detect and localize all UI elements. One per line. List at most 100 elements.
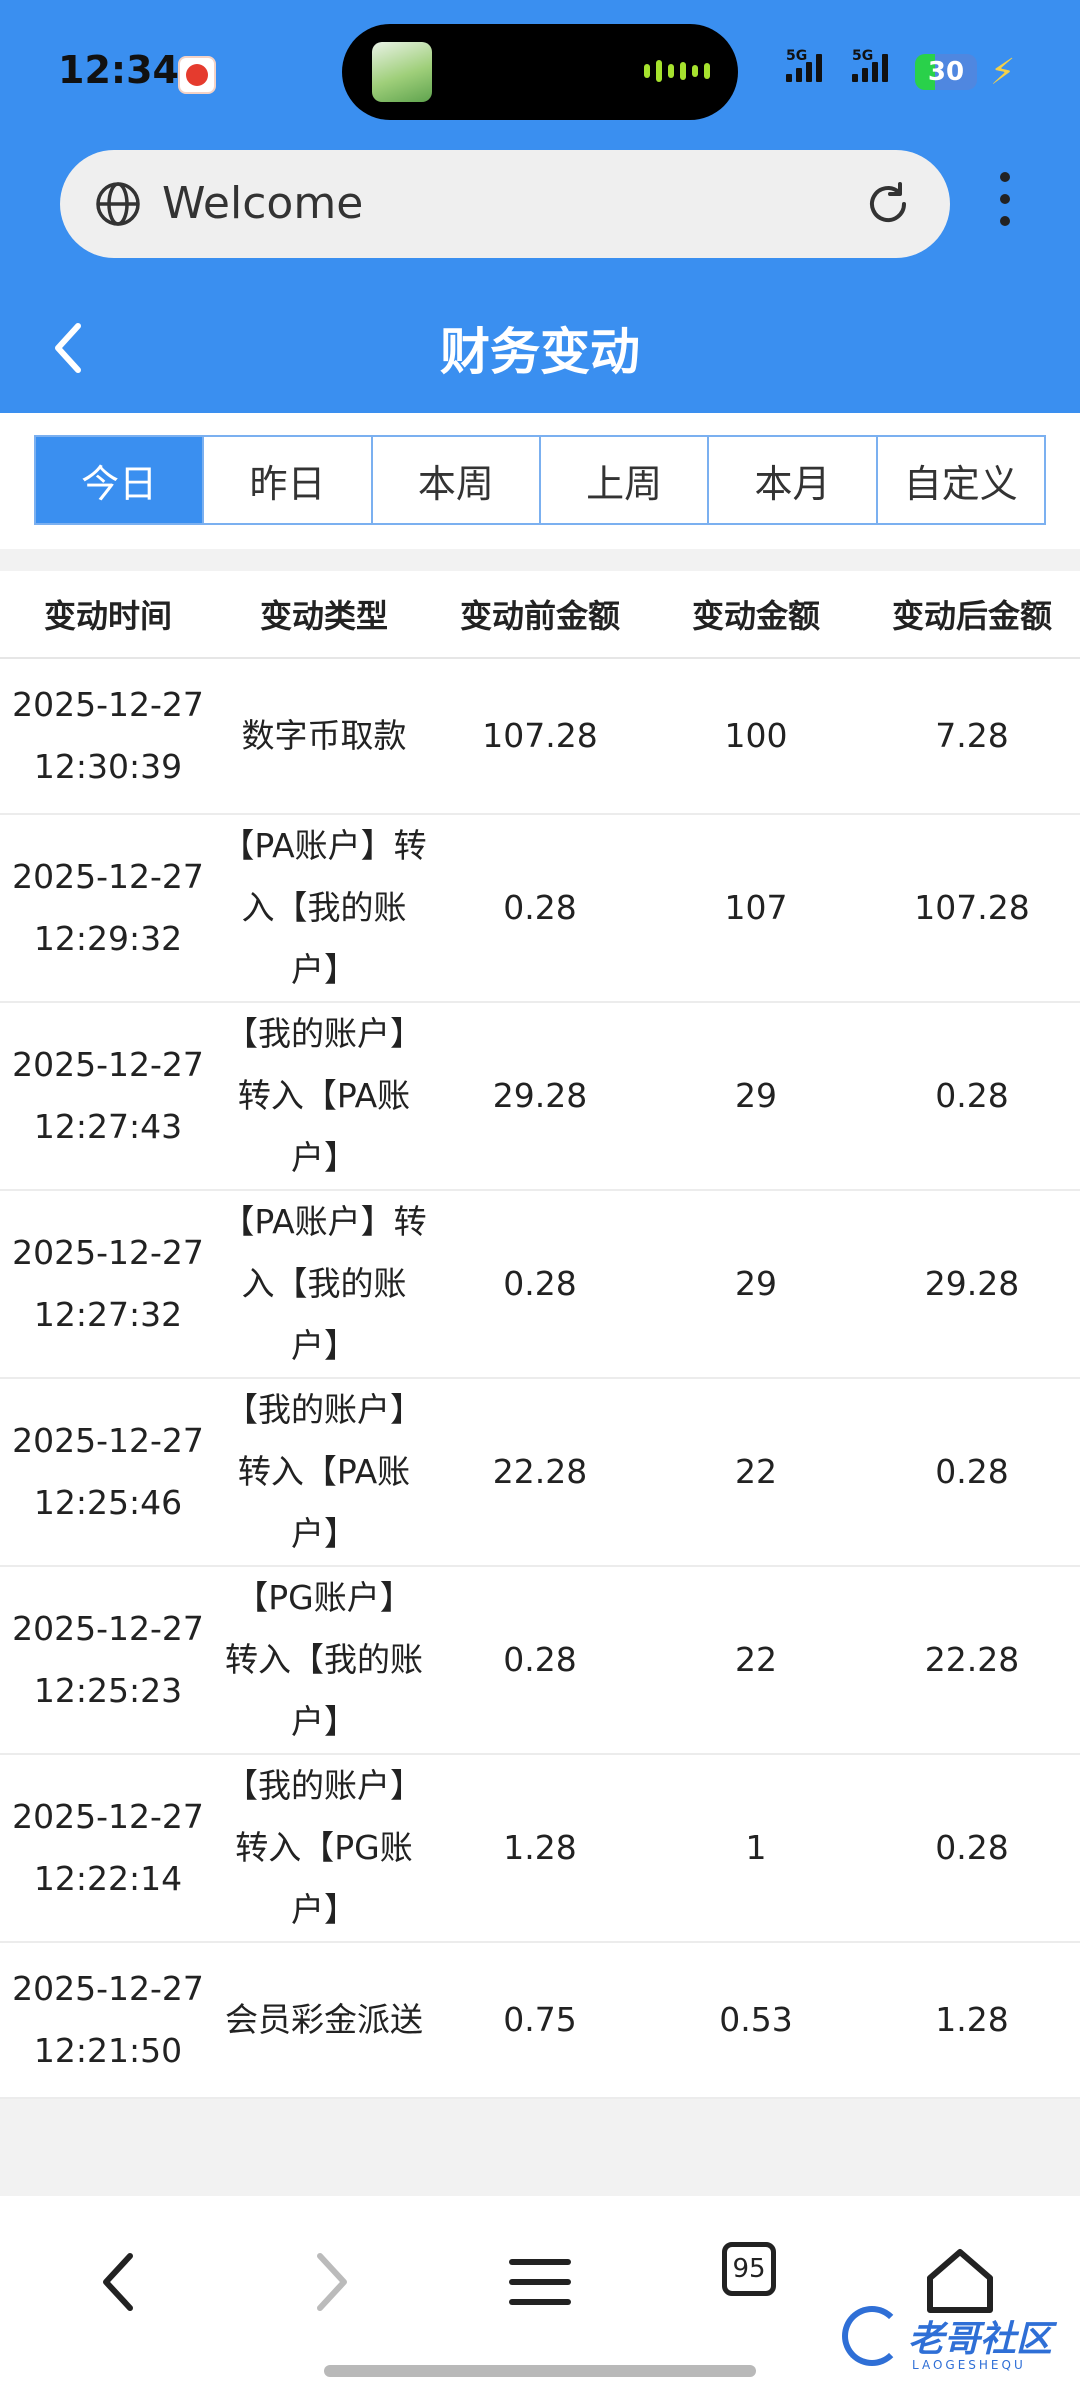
- signal-1-label: 5G: [786, 48, 808, 64]
- cell-date: 2025-12-27: [12, 1797, 204, 1836]
- cell-change-amount: 1: [648, 1754, 864, 1943]
- cell-clock-time: 12:22:14: [33, 1859, 183, 1898]
- nav-forward-icon[interactable]: [290, 2242, 370, 2322]
- cell-time: 2025-12-27 12:27:43: [0, 1002, 216, 1191]
- table-row: 2025-12-27 12:30:39 数字币取款 107.28 100 7.28: [0, 658, 1080, 815]
- cell-after-amount: 1.28: [864, 1942, 1080, 2099]
- column-header-before: 变动前金额: [432, 571, 648, 659]
- table-row: 2025-12-27 12:27:32 【PA账户】转入【我的账户】 0.28 29 29…: [0, 1190, 1080, 1379]
- cell-after-amount: 0.28: [864, 1002, 1080, 1191]
- cell-type: 【PA账户】转入【我的账户】: [216, 1190, 432, 1379]
- cell-time: 2025-12-27 12:29:32: [0, 814, 216, 1003]
- tab-switcher-button[interactable]: 95: [722, 2242, 776, 2296]
- cell-type: 【我的账户】转入【PA账户】: [216, 1002, 432, 1191]
- cell-clock-time: 12:25:23: [33, 1671, 183, 1710]
- cell-clock-time: 12:30:39: [33, 747, 183, 786]
- charging-bolt-icon: ⚡: [990, 52, 1016, 93]
- cell-change-amount: 107: [648, 814, 864, 1003]
- watermark-logo: 老哥社区 LAOGESHEQU: [842, 2300, 1068, 2372]
- cell-time: 2025-12-27 12:25:23: [0, 1566, 216, 1755]
- table-row: 2025-12-27 12:25:46 【我的账户】转入【PA账户】 22.28 22 0…: [0, 1378, 1080, 1567]
- cell-after-amount: 0.28: [864, 1754, 1080, 1943]
- cell-time: 2025-12-27 12:27:32: [0, 1190, 216, 1379]
- cell-type: 【PA账户】转入【我的账户】: [216, 814, 432, 1003]
- globe-icon: [96, 182, 140, 226]
- cell-after-amount: 107.28: [864, 814, 1080, 1003]
- cell-date: 2025-12-27: [12, 1969, 204, 2008]
- tab-yesterday[interactable]: 昨日: [204, 437, 373, 523]
- nav-back-icon[interactable]: [80, 2242, 160, 2322]
- cell-before-amount: 0.28: [432, 1190, 648, 1379]
- watermark-text: 老哥社区: [908, 2319, 1053, 2360]
- status-bar: 12:34 5G 5G 30 ⚡: [0, 0, 1080, 140]
- table-row: 2025-12-27 12:22:14 【我的账户】转入【PG账户】 1.28 1 0.2…: [0, 1754, 1080, 1943]
- column-header-type: 变动类型: [216, 571, 432, 659]
- reload-icon[interactable]: [864, 180, 912, 228]
- more-menu-icon[interactable]: [990, 172, 1020, 236]
- cell-clock-time: 12:25:46: [33, 1483, 183, 1522]
- cell-before-amount: 0.28: [432, 814, 648, 1003]
- cell-type: 【我的账户】转入【PG账户】: [216, 1754, 432, 1943]
- signal-icon-2: 5G: [852, 48, 888, 82]
- address-bar[interactable]: Welcome: [60, 150, 950, 258]
- cell-clock-time: 12:29:32: [33, 919, 183, 958]
- column-header-amount: 变动金额: [648, 571, 864, 659]
- cell-change-amount: 22: [648, 1378, 864, 1567]
- transactions-table: 变动时间 变动类型 变动前金额 变动金额 变动后金额 2025-12-27 12:…: [0, 571, 1080, 2099]
- cell-type: 会员彩金派送: [216, 1942, 432, 2099]
- cell-after-amount: 0.28: [864, 1378, 1080, 1567]
- tab-this-week[interactable]: 本周: [372, 437, 541, 523]
- cell-type: 【PG账户】转入【我的账户】: [216, 1566, 432, 1755]
- cell-after-amount: 7.28: [864, 658, 1080, 815]
- cell-time: 2025-12-27 12:21:50: [0, 1942, 216, 2099]
- table-row: 2025-12-27 12:27:43 【我的账户】转入【PA账户】 29.28 29 0…: [0, 1002, 1080, 1191]
- cell-clock-time: 12:27:32: [33, 1295, 183, 1334]
- cell-change-amount: 0.53: [648, 1942, 864, 2099]
- column-header-after: 变动后金额: [864, 571, 1080, 659]
- battery-level: 30: [927, 57, 965, 87]
- dynamic-island[interactable]: [342, 24, 738, 120]
- cell-before-amount: 107.28: [432, 658, 648, 815]
- cell-clock-time: 12:27:43: [33, 1107, 183, 1146]
- tab-custom[interactable]: 自定义: [877, 437, 1044, 523]
- cell-type: 数字币取款: [216, 658, 432, 815]
- menu-icon[interactable]: [500, 2242, 580, 2322]
- cell-time: 2025-12-27 12:30:39: [0, 658, 216, 815]
- signal-2-label: 5G: [852, 48, 874, 64]
- table-header-row: 变动时间 变动类型 变动前金额 变动金额 变动后金额: [0, 571, 1080, 659]
- cell-before-amount: 0.28: [432, 1566, 648, 1755]
- home-icon[interactable]: [920, 2242, 1000, 2322]
- cell-date: 2025-12-27: [12, 857, 204, 896]
- cell-type: 【我的账户】转入【PA账户】: [216, 1378, 432, 1567]
- cell-before-amount: 22.28: [432, 1378, 648, 1567]
- table-row: 2025-12-27 12:25:23 【PG账户】转入【我的账户】 0.28 22 22…: [0, 1566, 1080, 1755]
- cell-change-amount: 22: [648, 1566, 864, 1755]
- cell-date: 2025-12-27: [12, 1233, 204, 1272]
- tab-today[interactable]: 今日: [36, 437, 205, 523]
- cell-clock-time: 12:21:50: [33, 2031, 183, 2070]
- battery-icon: 30: [915, 54, 977, 90]
- cell-date: 2025-12-27: [12, 1045, 204, 1084]
- cell-time: 2025-12-27 12:22:14: [0, 1754, 216, 1943]
- signal-icon-1: 5G: [786, 48, 822, 82]
- cell-date: 2025-12-27: [12, 1421, 204, 1460]
- tab-this-month[interactable]: 本月: [709, 437, 878, 523]
- cell-change-amount: 29: [648, 1002, 864, 1191]
- cell-change-amount: 100: [648, 658, 864, 815]
- app-notification-icon: [178, 56, 216, 94]
- tab-last-week[interactable]: 上周: [540, 437, 710, 523]
- audio-wave-icon: [644, 60, 710, 82]
- home-indicator[interactable]: [324, 2365, 756, 2377]
- column-header-time: 变动时间: [0, 571, 216, 659]
- address-text: Welcome: [162, 178, 364, 229]
- status-time: 12:34: [58, 48, 179, 92]
- back-arrow-icon[interactable]: [46, 318, 90, 378]
- cell-date: 2025-12-27: [12, 1609, 204, 1648]
- watermark-subtext: LAOGESHEQU: [912, 2358, 1026, 2372]
- date-filter-tabs: 今日 昨日 本周 上周 本月 自定义: [34, 435, 1046, 525]
- cell-date: 2025-12-27: [12, 685, 204, 724]
- table-row: 2025-12-27 12:29:32 【PA账户】转入【我的账户】 0.28 107 1…: [0, 814, 1080, 1003]
- cell-before-amount: 1.28: [432, 1754, 648, 1943]
- page-title: 财务变动: [440, 323, 640, 381]
- date-filter-bar: 今日 昨日 本周 上周 本月 自定义: [0, 413, 1080, 549]
